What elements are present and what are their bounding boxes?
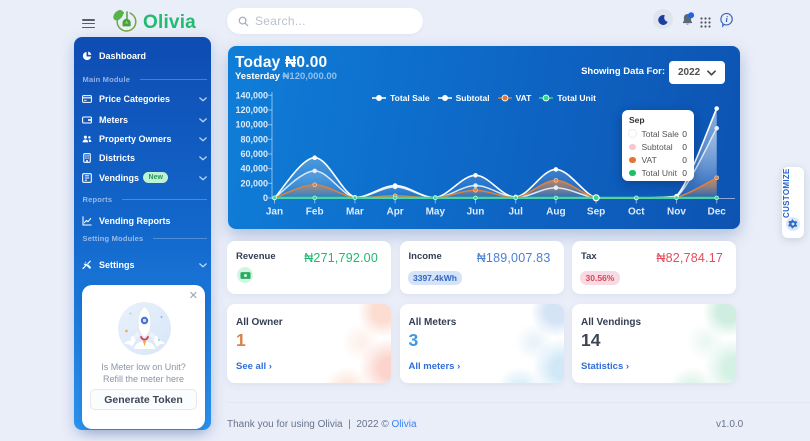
svg-text:Apr: Apr [386,207,403,218]
svg-text:100,000: 100,000 [235,120,268,130]
svg-text:140,000: 140,000 [235,90,268,100]
svg-text:60,000: 60,000 [240,149,268,159]
svg-text:Sep: Sep [587,207,605,218]
svg-text:80,000: 80,000 [240,134,268,144]
svg-text:Oct: Oct [628,207,645,218]
svg-text:0: 0 [263,193,268,203]
svg-text:120,000: 120,000 [235,105,268,115]
svg-text:i: i [726,15,729,24]
svg-text:Feb: Feb [306,207,324,218]
svg-text:Mar: Mar [346,207,364,218]
svg-text:40,000: 40,000 [240,164,268,174]
svg-text:Dec: Dec [708,207,727,218]
svg-text:Jun: Jun [467,207,485,218]
svg-text:May: May [426,207,446,218]
svg-text:Nov: Nov [667,207,686,218]
svg-text:Aug: Aug [546,207,565,218]
svg-text:20,000: 20,000 [240,178,268,188]
svg-text:Jul: Jul [508,207,523,218]
svg-text:Jan: Jan [266,207,283,218]
